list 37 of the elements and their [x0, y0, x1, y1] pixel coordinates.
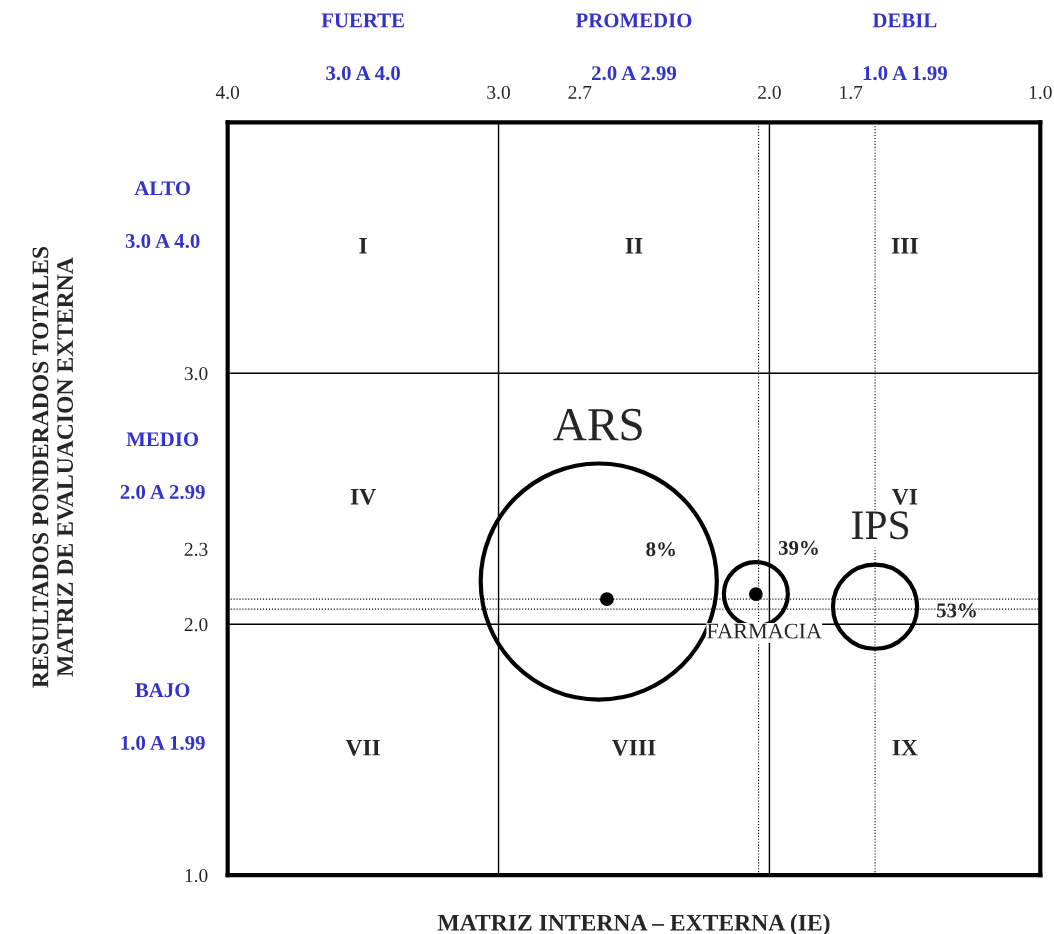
annotation: I	[359, 238, 367, 254]
text: BAJO	[135, 683, 190, 698]
text: 3.0 A 4.0	[326, 66, 400, 81]
y-tick-label: 2.3	[184, 542, 208, 556]
text: FUERTE	[321, 13, 404, 28]
annotation: VI	[892, 488, 918, 505]
text: 2.0 A 2.99	[592, 66, 677, 81]
annotation: IV	[350, 488, 376, 505]
x-tick-label: 1.0	[1029, 85, 1052, 100]
x-tick-label: 4.0	[215, 85, 240, 100]
text: MEDIO	[126, 432, 199, 447]
annotation: 39%	[778, 540, 818, 555]
annotation: 8%	[646, 542, 675, 557]
x-tick-label: 2.0	[758, 85, 781, 100]
text: 1.0 A 1.99	[863, 66, 947, 81]
series-label: IPS	[852, 511, 909, 540]
text: 2.0 A 2.99	[120, 484, 205, 500]
annotation: IX	[892, 739, 918, 756]
text: RESULTADOS PONDERADOS TOTALES MATRIZ DE EVALUACION EXTERNA	[32, 246, 74, 688]
y-tick-label: 2.0	[184, 618, 208, 632]
annotation: II	[625, 238, 643, 254]
text: ALTO	[134, 181, 191, 196]
annotation: VIII	[611, 739, 656, 756]
text: 1.0 A 1.99	[121, 735, 205, 750]
annotation: 53%	[937, 603, 976, 618]
annotation: VII	[345, 739, 381, 756]
y-tick-label: 3.0	[184, 367, 208, 381]
annotation: III	[891, 238, 918, 254]
x-tick-label: 3.0	[487, 85, 510, 100]
y-tick-label: 1.0	[185, 868, 208, 883]
series-label: FARMACIA	[707, 623, 822, 639]
text: DEBIL	[872, 13, 937, 28]
series-label: ARS	[553, 408, 642, 441]
text: 3.0 A 4.0	[125, 233, 200, 249]
x-tick-label: 2.7	[568, 85, 592, 100]
x-tick-label: 1.7	[840, 85, 863, 100]
text: PROMEDIO	[575, 13, 692, 28]
